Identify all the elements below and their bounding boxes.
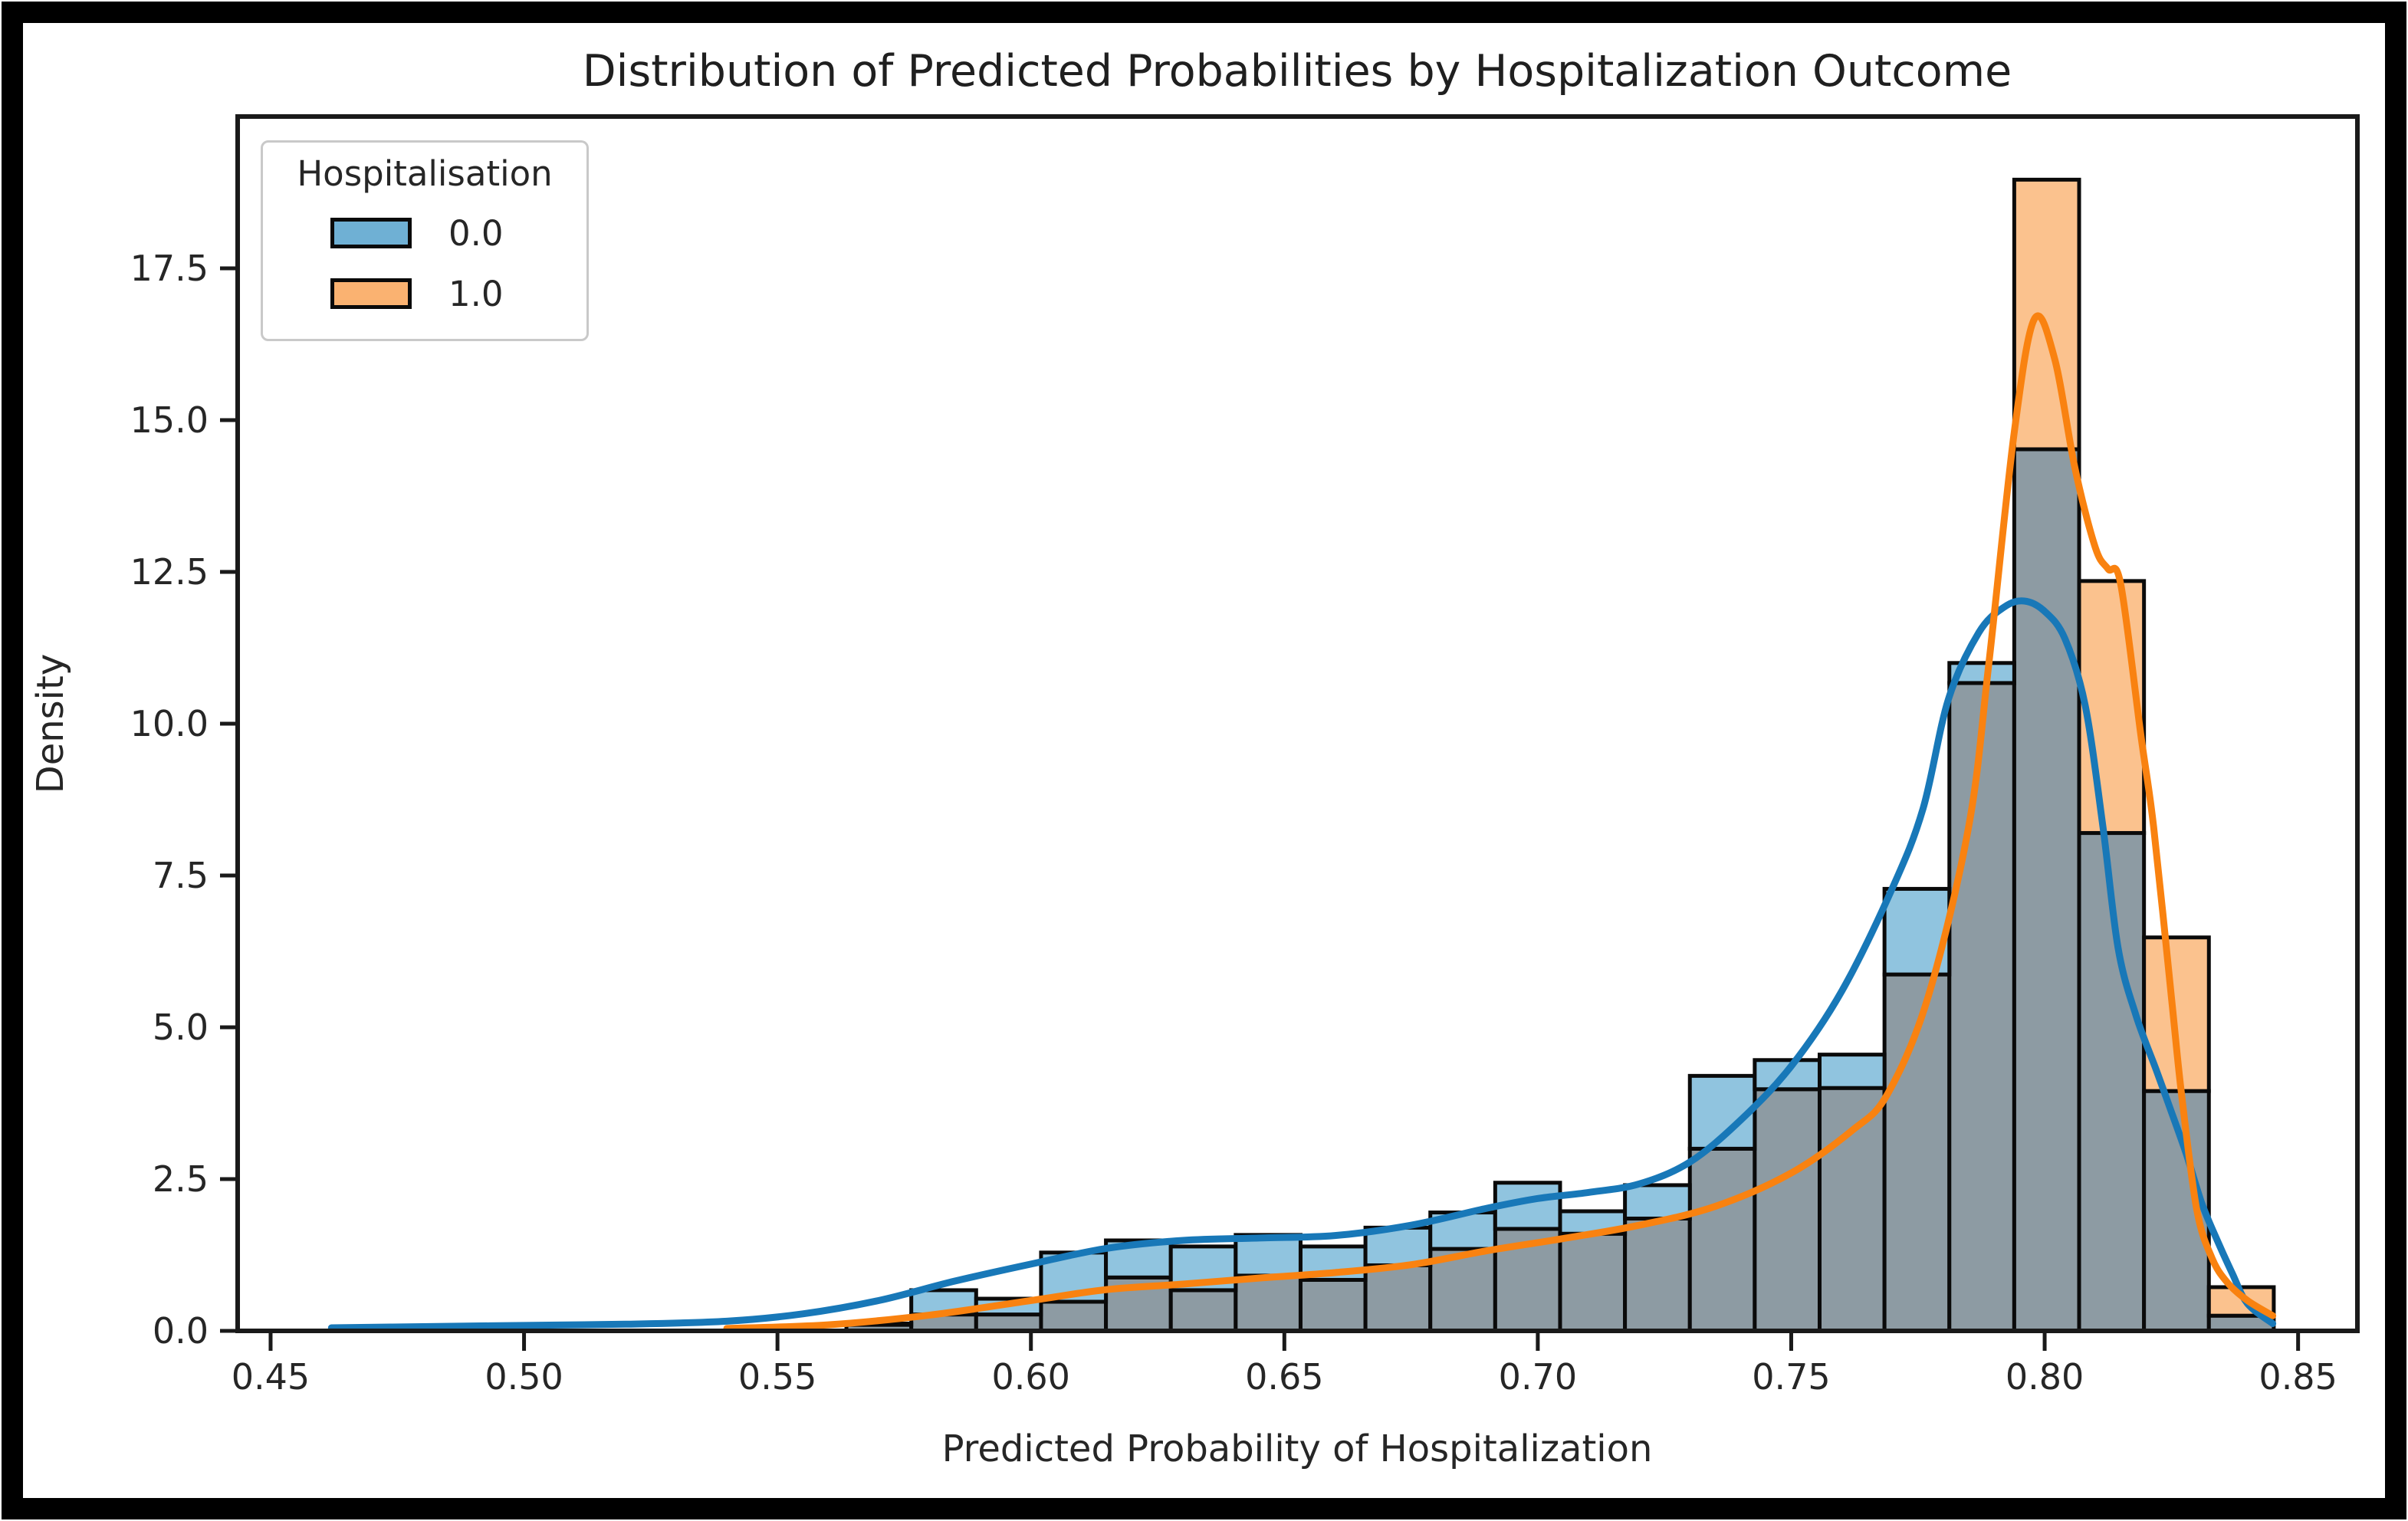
x-tick-label: 0.65 (1245, 1356, 1323, 1398)
histogram-bar-overlap (1623, 1216, 1692, 1333)
histogram-bar-overlap (1039, 1299, 1109, 1333)
histogram-bar-overlap (2012, 447, 2081, 1333)
histogram-bar-orange-cap (2077, 579, 2147, 836)
x-tick-label: 0.60 (992, 1356, 1070, 1398)
x-tick-label: 0.55 (738, 1356, 816, 1398)
y-tick-label: 0.0 (153, 1310, 209, 1352)
y-tick-label: 17.5 (130, 248, 209, 289)
histogram-bar-blue-cap (1818, 1053, 1887, 1090)
x-axis-label: Predicted Probability of Hospitalization (942, 1427, 1653, 1470)
histogram-overlap-bars (844, 447, 2276, 1333)
histogram-bar-overlap (974, 1312, 1043, 1333)
y-axis-label: Density (29, 654, 72, 793)
y-tick-label: 12.5 (130, 551, 209, 593)
legend: Hospitalisation 0.0 1.0 (261, 140, 589, 341)
x-tick-label: 0.70 (1499, 1356, 1577, 1398)
legend-swatch-orange (330, 278, 412, 309)
x-tick-label: 0.85 (2259, 1356, 2337, 1398)
x-tick-label: 0.45 (232, 1356, 310, 1398)
x-tick-label: 0.80 (2006, 1356, 2084, 1398)
y-axis-ticks: 0.0 2.5 5.0 7.5 10.0 12.5 15.0 17.5 (130, 248, 235, 1352)
kde-curves (327, 312, 2277, 1332)
histogram-bar-overlap (1818, 1086, 1887, 1333)
kde-curve-blue (327, 597, 2277, 1332)
y-tick-label: 15.0 (130, 399, 209, 441)
histogram-bar-overlap (1234, 1273, 1303, 1333)
histogram-bar-overlap (1298, 1277, 1368, 1333)
y-tick-label: 2.5 (153, 1158, 209, 1200)
y-tick-label: 5.0 (153, 1007, 209, 1048)
legend-label-0: 0.0 (448, 212, 504, 254)
histogram-bar-overlap (1168, 1288, 1238, 1333)
legend-entry-1: 1.0 (330, 274, 586, 314)
chart-title: Distribution of Predicted Probabilities … (583, 46, 2012, 97)
kde-curve-orange (723, 312, 2277, 1332)
histogram-bar-overlap (1363, 1263, 1433, 1333)
histogram-bar-overlap (1947, 681, 2016, 1333)
histogram-bar-overlap (1753, 1087, 1822, 1333)
histogram-bar-overlap (1687, 1146, 1757, 1333)
plot-frame (235, 114, 2360, 1333)
legend-entry-0: 0.0 (330, 213, 586, 254)
y-tick-label: 7.5 (153, 855, 209, 896)
legend-swatch-blue (330, 218, 412, 248)
x-tick-label: 0.50 (485, 1356, 563, 1398)
histogram-bar-orange-cap (2012, 177, 2081, 452)
x-axis-ticks: 0.45 0.50 0.55 0.60 0.65 0.70 0.75 0.80 0.85 (232, 1333, 2337, 1398)
x-tick-label: 0.75 (1752, 1356, 1830, 1398)
histogram-bar-overlap (1558, 1231, 1628, 1333)
legend-label-1: 1.0 (448, 273, 504, 314)
y-tick-label: 10.0 (130, 703, 209, 744)
legend-title: Hospitalisation (297, 153, 553, 194)
